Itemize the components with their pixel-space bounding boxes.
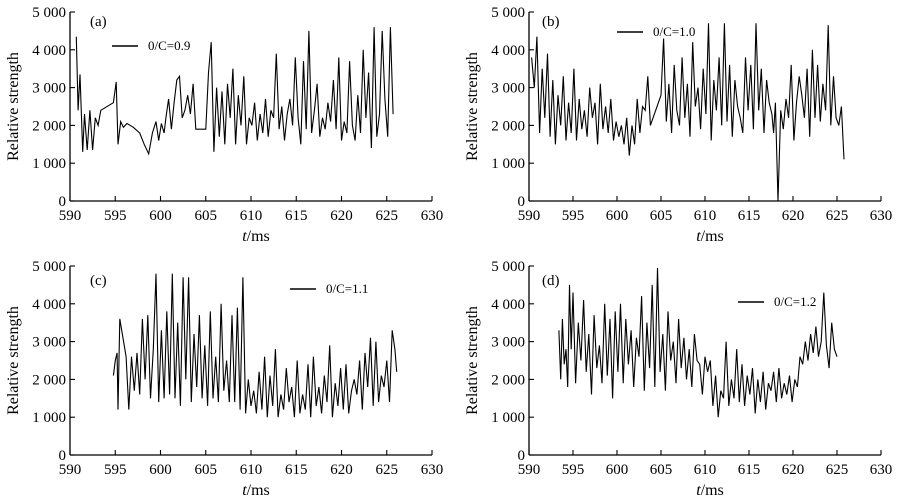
y-tick-label: 1 000 — [32, 156, 66, 172]
x-tick-label: 615 — [285, 208, 308, 224]
y-tick-label: 3 000 — [32, 335, 66, 351]
panel-label: (b) — [542, 14, 560, 30]
legend: 0/C=1.2 — [738, 294, 816, 309]
x-tick-label: 630 — [421, 462, 444, 478]
y-tick-label: 1 000 — [32, 410, 66, 426]
panel-label: (a) — [90, 14, 107, 30]
y-tick-label: 5 000 — [491, 5, 525, 21]
series-line — [75, 27, 394, 156]
x-tick-label: 620 — [782, 462, 805, 478]
x-tick-label: 590 — [59, 208, 82, 224]
y-tick-label: 3 000 — [32, 81, 66, 97]
x-tick-label: 600 — [606, 462, 629, 478]
x-tick-label: 625 — [376, 462, 399, 478]
x-tick-label: 600 — [149, 208, 172, 224]
x-tick-label: 615 — [738, 462, 761, 478]
y-tick-label: 2 000 — [491, 118, 525, 134]
x-axis-label-variable: t — [696, 482, 701, 499]
y-tick-label: 2 000 — [32, 118, 66, 134]
x-axis-label-variable: t — [242, 228, 247, 245]
x-tick-label: 625 — [376, 208, 399, 224]
y-tick-label: 0 — [518, 448, 526, 464]
y-tick-label: 5 000 — [32, 5, 66, 21]
chart-panel-d: 590 595 600 605 610 615 620 625 630 0 1 000 2 000 3 … — [464, 259, 892, 499]
legend-label: 0/C=1.1 — [326, 281, 368, 296]
y-tick-label: 4 000 — [32, 43, 66, 59]
x-tick-label: 595 — [562, 208, 585, 224]
legend-label: 0/C=1.2 — [774, 294, 816, 309]
x-axis-label-unit: /ms — [701, 482, 724, 499]
y-tick-label: 3 000 — [491, 335, 525, 351]
chart-panel-a: 590 595 600 605 610 615 620 625 630 0 1 000 2 000 3 … — [5, 5, 443, 245]
legend: 0/C=1.1 — [290, 281, 368, 296]
x-tick-label: 605 — [195, 208, 218, 224]
chart-panel-b: 590 595 600 605 610 615 620 625 630 0 1 000 2 000 3 … — [464, 5, 892, 245]
x-axis-label: t/ms — [696, 228, 724, 245]
x-tick-label: 605 — [650, 462, 673, 478]
y-tick-label: 4 000 — [491, 297, 525, 313]
panel-label: (d) — [542, 273, 560, 289]
x-axis-label-unit: /ms — [247, 482, 270, 499]
x-tick-label: 605 — [650, 208, 673, 224]
x-tick-label: 610 — [240, 462, 263, 478]
series-line — [531, 23, 845, 202]
series-line — [558, 267, 838, 418]
legend: 0/C=1.0 — [617, 24, 695, 39]
x-axis-label: t/ms — [242, 228, 270, 245]
legend-label: 0/C=1.0 — [653, 24, 695, 39]
x-tick-label: 610 — [694, 208, 717, 224]
x-tick-label: 630 — [870, 208, 893, 224]
x-tick-label: 610 — [694, 462, 717, 478]
x-axis-label-variable: t — [242, 482, 247, 499]
x-tick-label: 630 — [421, 208, 444, 224]
x-axis-label-variable: t — [696, 228, 701, 245]
y-tick-label: 1 000 — [491, 410, 525, 426]
x-tick-label: 595 — [104, 462, 127, 478]
x-axis-label: t/ms — [696, 482, 724, 499]
x-tick-label: 625 — [826, 208, 849, 224]
y-tick-label: 2 000 — [491, 372, 525, 388]
y-axis-label: Relative strength — [464, 306, 481, 415]
x-tick-label: 625 — [826, 462, 849, 478]
y-tick-label: 0 — [59, 194, 67, 210]
y-tick-label: 1 000 — [491, 156, 525, 172]
x-axis-label-unit: /ms — [247, 228, 270, 245]
x-tick-label: 610 — [240, 208, 263, 224]
x-tick-label: 590 — [59, 462, 82, 478]
legend-label: 0/C=0.9 — [148, 38, 190, 53]
y-tick-label: 4 000 — [32, 297, 66, 313]
y-tick-label: 5 000 — [491, 259, 525, 275]
y-axis-label: Relative strength — [5, 52, 22, 161]
y-tick-label: 0 — [518, 194, 526, 210]
x-tick-label: 595 — [104, 208, 127, 224]
x-tick-label: 615 — [285, 462, 308, 478]
y-tick-label: 2 000 — [32, 372, 66, 388]
y-tick-label: 5 000 — [32, 259, 66, 275]
y-axis-label: Relative strength — [5, 306, 22, 415]
legend: 0/C=0.9 — [112, 38, 190, 53]
chart-panel-c: 590 595 600 605 610 615 620 625 630 0 1 000 2 000 3 … — [5, 259, 443, 499]
y-axis-label: Relative strength — [464, 52, 481, 161]
series-line — [112, 273, 398, 418]
x-tick-label: 600 — [606, 208, 629, 224]
x-tick-label: 620 — [330, 208, 353, 224]
panel-label: (c) — [90, 273, 107, 289]
y-tick-label: 4 000 — [491, 43, 525, 59]
y-tick-label: 0 — [59, 448, 67, 464]
x-tick-label: 595 — [562, 462, 585, 478]
x-tick-label: 615 — [738, 208, 761, 224]
y-tick-label: 3 000 — [491, 81, 525, 97]
x-axis-label: t/ms — [242, 482, 270, 499]
x-axis-label-unit: /ms — [701, 228, 724, 245]
x-tick-label: 620 — [782, 208, 805, 224]
x-tick-label: 630 — [870, 462, 893, 478]
x-tick-label: 590 — [518, 462, 541, 478]
x-tick-label: 590 — [518, 208, 541, 224]
x-tick-label: 600 — [149, 462, 172, 478]
x-tick-label: 605 — [195, 462, 218, 478]
x-tick-label: 620 — [330, 462, 353, 478]
